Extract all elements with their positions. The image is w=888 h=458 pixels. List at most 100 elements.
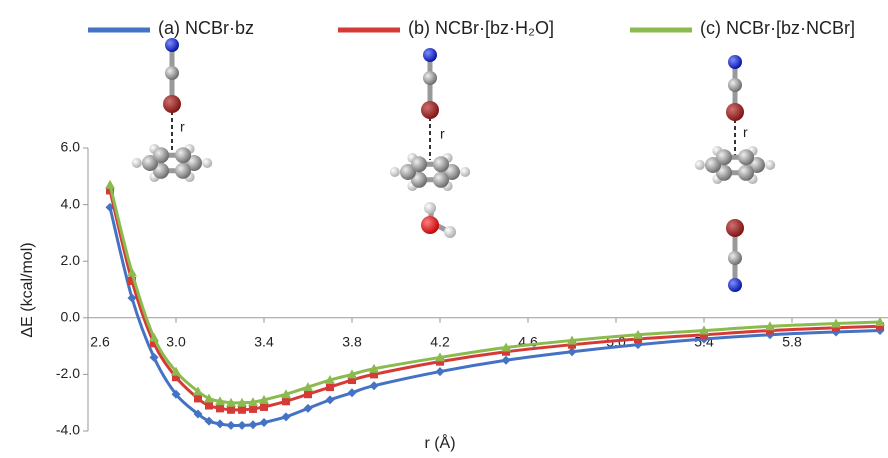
y-axis-title: ΔE (kcal/mol)	[19, 242, 36, 337]
marker	[699, 325, 709, 335]
marker	[876, 322, 884, 331]
marker	[832, 323, 840, 332]
x-tick-label: 3.8	[342, 334, 362, 350]
atom	[175, 162, 191, 179]
marker	[238, 405, 246, 414]
marker	[149, 352, 159, 362]
atom	[726, 219, 744, 237]
atom	[421, 216, 439, 234]
marker	[435, 367, 445, 377]
atom	[716, 149, 732, 166]
marker	[171, 389, 181, 399]
marker	[227, 405, 235, 414]
marker	[700, 330, 708, 339]
legend-label: (a) NCBr·bz	[158, 18, 254, 38]
atom	[728, 55, 742, 69]
marker	[347, 369, 357, 379]
series-line	[108, 184, 881, 405]
x-axis-title: r (Å)	[424, 433, 455, 452]
marker	[304, 390, 312, 399]
x-tick-label: 3.4	[254, 334, 274, 350]
marker	[215, 419, 225, 429]
marker	[172, 373, 180, 382]
marker	[831, 318, 841, 328]
marker	[303, 403, 313, 413]
x-tick-label: 3.0	[166, 334, 186, 350]
y-tick-label: -2.0	[56, 365, 80, 381]
atom	[726, 103, 744, 121]
marker	[633, 329, 643, 339]
marker	[567, 335, 577, 345]
marker	[325, 395, 335, 405]
marker	[765, 321, 775, 331]
atom	[131, 158, 142, 168]
marker	[194, 394, 202, 403]
atom	[423, 48, 437, 62]
marker	[436, 357, 444, 366]
y-tick-label: -4.0	[56, 422, 80, 438]
marker	[369, 381, 379, 391]
atom	[202, 158, 213, 168]
atom	[433, 156, 449, 173]
marker	[237, 420, 247, 430]
x-tick-label: 4.2	[430, 334, 450, 350]
atom	[765, 160, 776, 170]
y-tick-label: 0.0	[61, 309, 81, 325]
marker	[248, 420, 258, 430]
marker	[193, 386, 203, 396]
atom	[694, 160, 705, 170]
series-line	[108, 207, 881, 427]
marker	[766, 326, 774, 335]
marker	[237, 397, 247, 407]
marker	[149, 332, 159, 342]
atom	[728, 251, 742, 265]
y-tick-label: 4.0	[61, 195, 81, 211]
atom	[421, 101, 439, 119]
marker	[325, 375, 335, 385]
atom	[389, 167, 400, 177]
marker	[568, 340, 576, 349]
marker	[193, 409, 203, 419]
marker	[281, 389, 291, 399]
marker	[326, 383, 334, 392]
marker	[501, 342, 511, 352]
marker	[370, 370, 378, 379]
marker	[259, 394, 269, 404]
distance-label: r	[743, 124, 748, 140]
atom	[728, 78, 742, 92]
y-tick-label: 6.0	[61, 139, 81, 155]
atom	[444, 226, 456, 238]
distance-label: r	[180, 119, 185, 135]
marker	[226, 397, 236, 407]
x-tick-label: 5.8	[782, 334, 802, 350]
marker	[634, 335, 642, 344]
marker	[171, 366, 181, 376]
atom	[411, 156, 427, 173]
marker	[204, 393, 214, 403]
marker	[249, 404, 257, 413]
marker	[260, 402, 268, 411]
atom	[423, 71, 437, 85]
atom	[738, 149, 754, 166]
x-tick-label: 2.6	[90, 334, 110, 350]
marker	[216, 404, 224, 413]
marker	[259, 418, 269, 428]
marker	[127, 293, 137, 303]
plot-area	[105, 179, 885, 430]
marker	[501, 355, 511, 365]
atom	[460, 167, 471, 177]
legend-label: (b) NCBr·[bz·H₂O]	[408, 18, 554, 38]
atom	[738, 164, 754, 181]
marker	[347, 388, 357, 398]
atom	[175, 147, 191, 164]
atom	[165, 38, 179, 52]
distance-label: r	[440, 126, 445, 142]
marker	[128, 277, 136, 286]
marker	[105, 179, 115, 189]
marker	[502, 347, 510, 356]
marker	[435, 352, 445, 362]
marker	[281, 412, 291, 422]
marker	[369, 363, 379, 373]
atom	[165, 66, 179, 80]
